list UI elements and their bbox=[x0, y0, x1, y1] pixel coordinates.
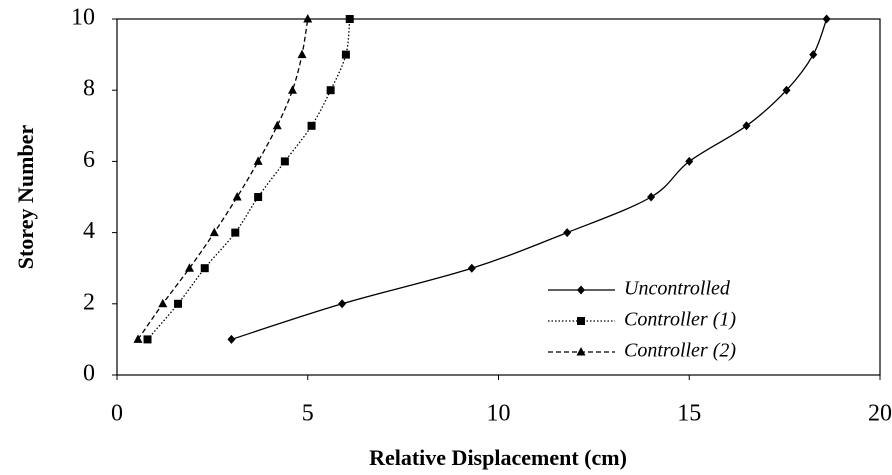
marker bbox=[303, 14, 313, 23]
marker bbox=[326, 86, 335, 95]
y-tick-label: 2 bbox=[83, 289, 95, 315]
marker bbox=[809, 50, 818, 60]
marker bbox=[341, 50, 350, 59]
marker bbox=[254, 193, 263, 201]
series-line bbox=[147, 18, 351, 340]
marker bbox=[143, 335, 152, 344]
marker bbox=[280, 157, 289, 166]
marker bbox=[577, 285, 585, 295]
legend-label: Controller (2) bbox=[624, 340, 736, 362]
marker bbox=[174, 299, 183, 308]
marker bbox=[200, 264, 209, 273]
series-line bbox=[137, 18, 309, 340]
x-axis-title: Relative Displacement (cm) bbox=[369, 445, 627, 470]
marker bbox=[184, 263, 194, 272]
x-tick-label: 0 bbox=[111, 401, 123, 427]
marker bbox=[467, 263, 476, 273]
marker bbox=[576, 347, 586, 356]
y-tick-label: 0 bbox=[83, 361, 95, 387]
marker bbox=[133, 334, 143, 343]
marker bbox=[297, 49, 307, 59]
marker bbox=[287, 85, 297, 94]
marker bbox=[577, 317, 585, 325]
y-tick-label: 6 bbox=[83, 147, 95, 173]
series-line bbox=[231, 18, 828, 341]
marker bbox=[782, 85, 791, 95]
legend-label: Uncontrolled bbox=[624, 278, 731, 300]
plot-frame bbox=[116, 18, 881, 376]
marker bbox=[822, 14, 831, 24]
marker bbox=[307, 121, 316, 130]
marker bbox=[231, 228, 240, 237]
marker bbox=[253, 156, 263, 165]
marker bbox=[158, 298, 168, 308]
x-tick-label: 15 bbox=[677, 401, 701, 427]
marker bbox=[345, 15, 354, 23]
marker bbox=[227, 334, 236, 344]
marker bbox=[272, 120, 282, 130]
legend-label: Controller (1) bbox=[624, 309, 736, 331]
marker bbox=[647, 192, 656, 202]
y-tick-label: 8 bbox=[83, 76, 95, 102]
marker bbox=[232, 192, 242, 201]
marker bbox=[338, 299, 347, 309]
marker bbox=[742, 121, 751, 131]
marker bbox=[685, 156, 694, 166]
marker bbox=[209, 227, 219, 237]
x-tick-label: 5 bbox=[302, 401, 314, 427]
y-axis-title: Storey Number bbox=[13, 125, 38, 270]
x-tick-label: 10 bbox=[487, 401, 511, 427]
y-tick-label: 10 bbox=[71, 5, 95, 31]
y-tick-label: 4 bbox=[83, 218, 95, 244]
x-tick-label: 20 bbox=[868, 401, 892, 427]
marker bbox=[563, 228, 572, 238]
